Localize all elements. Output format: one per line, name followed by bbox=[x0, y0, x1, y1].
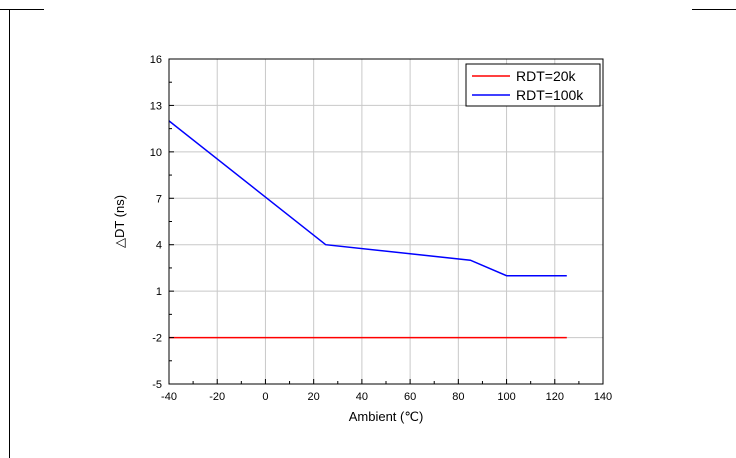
y-tick-label: 7 bbox=[156, 193, 162, 205]
plot-area-frame bbox=[168, 58, 604, 385]
legend-label-rdt-100k: RDT=100k bbox=[516, 87, 584, 103]
x-tick-label: 60 bbox=[404, 391, 416, 403]
x-tick-label: 120 bbox=[546, 391, 564, 403]
y-tick-label: 13 bbox=[150, 100, 162, 112]
x-tick-label: -40 bbox=[161, 391, 177, 403]
legend: RDT=20k RDT=100k bbox=[465, 63, 601, 107]
x-tick-labels: -40 -20 0 20 40 60 80 100 120 140 bbox=[161, 391, 612, 403]
x-tick-label: 0 bbox=[262, 391, 268, 403]
frame-line-top-left bbox=[0, 9, 44, 10]
grid bbox=[169, 59, 603, 384]
y-tick-label: 16 bbox=[150, 54, 162, 66]
frame-line-top-right bbox=[692, 9, 736, 10]
frame-line-left bbox=[9, 9, 10, 458]
legend-label-rdt-20k: RDT=20k bbox=[516, 68, 577, 84]
series-line-rdt-100k bbox=[168, 120, 567, 277]
y-tick-label: 4 bbox=[156, 240, 162, 252]
x-tick-label: 80 bbox=[452, 391, 464, 403]
y-tick-label: 10 bbox=[150, 147, 162, 159]
series-lines bbox=[168, 120, 567, 339]
x-tick-label: 100 bbox=[497, 391, 515, 403]
y-tick-labels: -5 -2 1 4 7 10 13 16 bbox=[150, 54, 162, 391]
axis-ticks bbox=[168, 58, 604, 385]
y-axis-title: △DT (ns) bbox=[112, 195, 127, 248]
x-tick-label: 140 bbox=[594, 391, 612, 403]
y-tick-label: -5 bbox=[152, 379, 162, 391]
y-tick-label: -2 bbox=[152, 333, 162, 345]
legend-box bbox=[465, 63, 601, 107]
x-tick-label: -20 bbox=[209, 391, 225, 403]
y-tick-label: 1 bbox=[156, 286, 162, 298]
x-tick-label: 20 bbox=[308, 391, 320, 403]
x-axis-title: Ambient (℃) bbox=[349, 409, 424, 424]
x-tick-label: 40 bbox=[356, 391, 368, 403]
